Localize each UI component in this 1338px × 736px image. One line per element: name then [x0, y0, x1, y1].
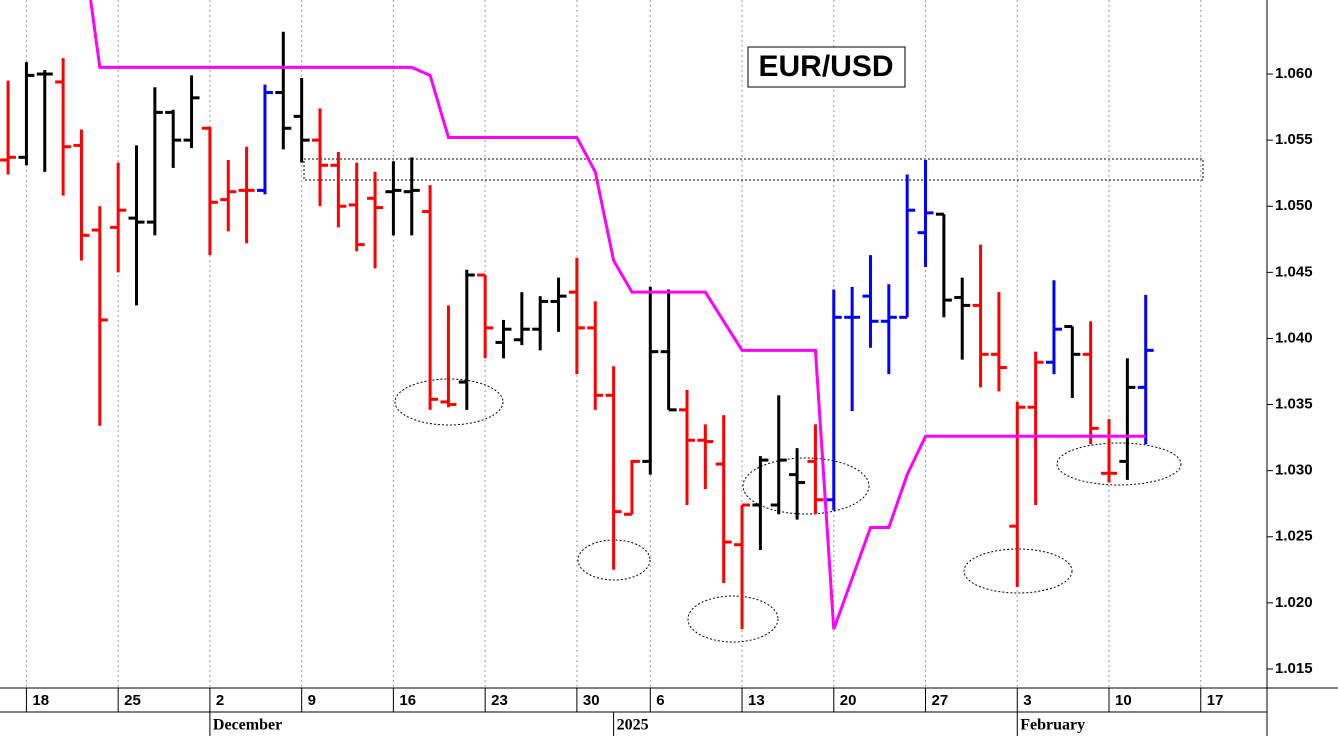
low-marker — [742, 457, 870, 515]
resistance-zone — [303, 158, 1204, 181]
x-tick-label: 3 — [1023, 692, 1031, 709]
low-marker — [577, 539, 651, 581]
x-tick-label: 16 — [399, 692, 416, 709]
y-tick-label: 1.015 — [1275, 660, 1313, 677]
title-box — [747, 46, 906, 88]
x-tick-label: 6 — [656, 692, 664, 709]
x-tick-label: 20 — [840, 692, 857, 709]
x-tick-label: 10 — [1115, 692, 1132, 709]
chart-title: EUR/USD — [758, 50, 893, 83]
month-label: December — [213, 717, 282, 734]
y-tick-label: 1.020 — [1275, 594, 1313, 611]
y-tick-label: 1.025 — [1275, 528, 1313, 545]
x-tick-label: 23 — [491, 692, 508, 709]
y-tick-label: 1.040 — [1275, 329, 1313, 346]
plot — [0, 0, 1154, 630]
axes: 1.015 1.020 1.025 1.030 1.035 1.040 1.045 1.050… — [25, 65, 1313, 736]
y-tick-label: 1.055 — [1275, 131, 1313, 148]
y-tick-label: 1.030 — [1275, 462, 1313, 479]
x-tick-label: 25 — [124, 692, 141, 709]
x-tick-label: 13 — [748, 692, 765, 709]
month-label: February — [1020, 717, 1085, 734]
low-marker — [687, 595, 779, 643]
stop-line — [89, 0, 1146, 630]
low-marker — [1056, 442, 1182, 486]
y-tick-label: 1.035 — [1275, 396, 1313, 413]
x-tick-label: 27 — [932, 692, 949, 709]
x-tick-label: 2 — [216, 692, 224, 709]
x-tick-label: 9 — [308, 692, 316, 709]
x-tick-label: 30 — [583, 692, 600, 709]
x-tick-label: 17 — [1207, 692, 1224, 709]
y-tick-label: 1.050 — [1275, 197, 1313, 214]
x-tick-label: 18 — [32, 692, 49, 709]
y-tick-label: 1.045 — [1275, 263, 1313, 280]
y-tick-label: 1.060 — [1275, 65, 1313, 82]
low-marker — [963, 548, 1073, 594]
month-label: 2025 — [617, 717, 649, 734]
